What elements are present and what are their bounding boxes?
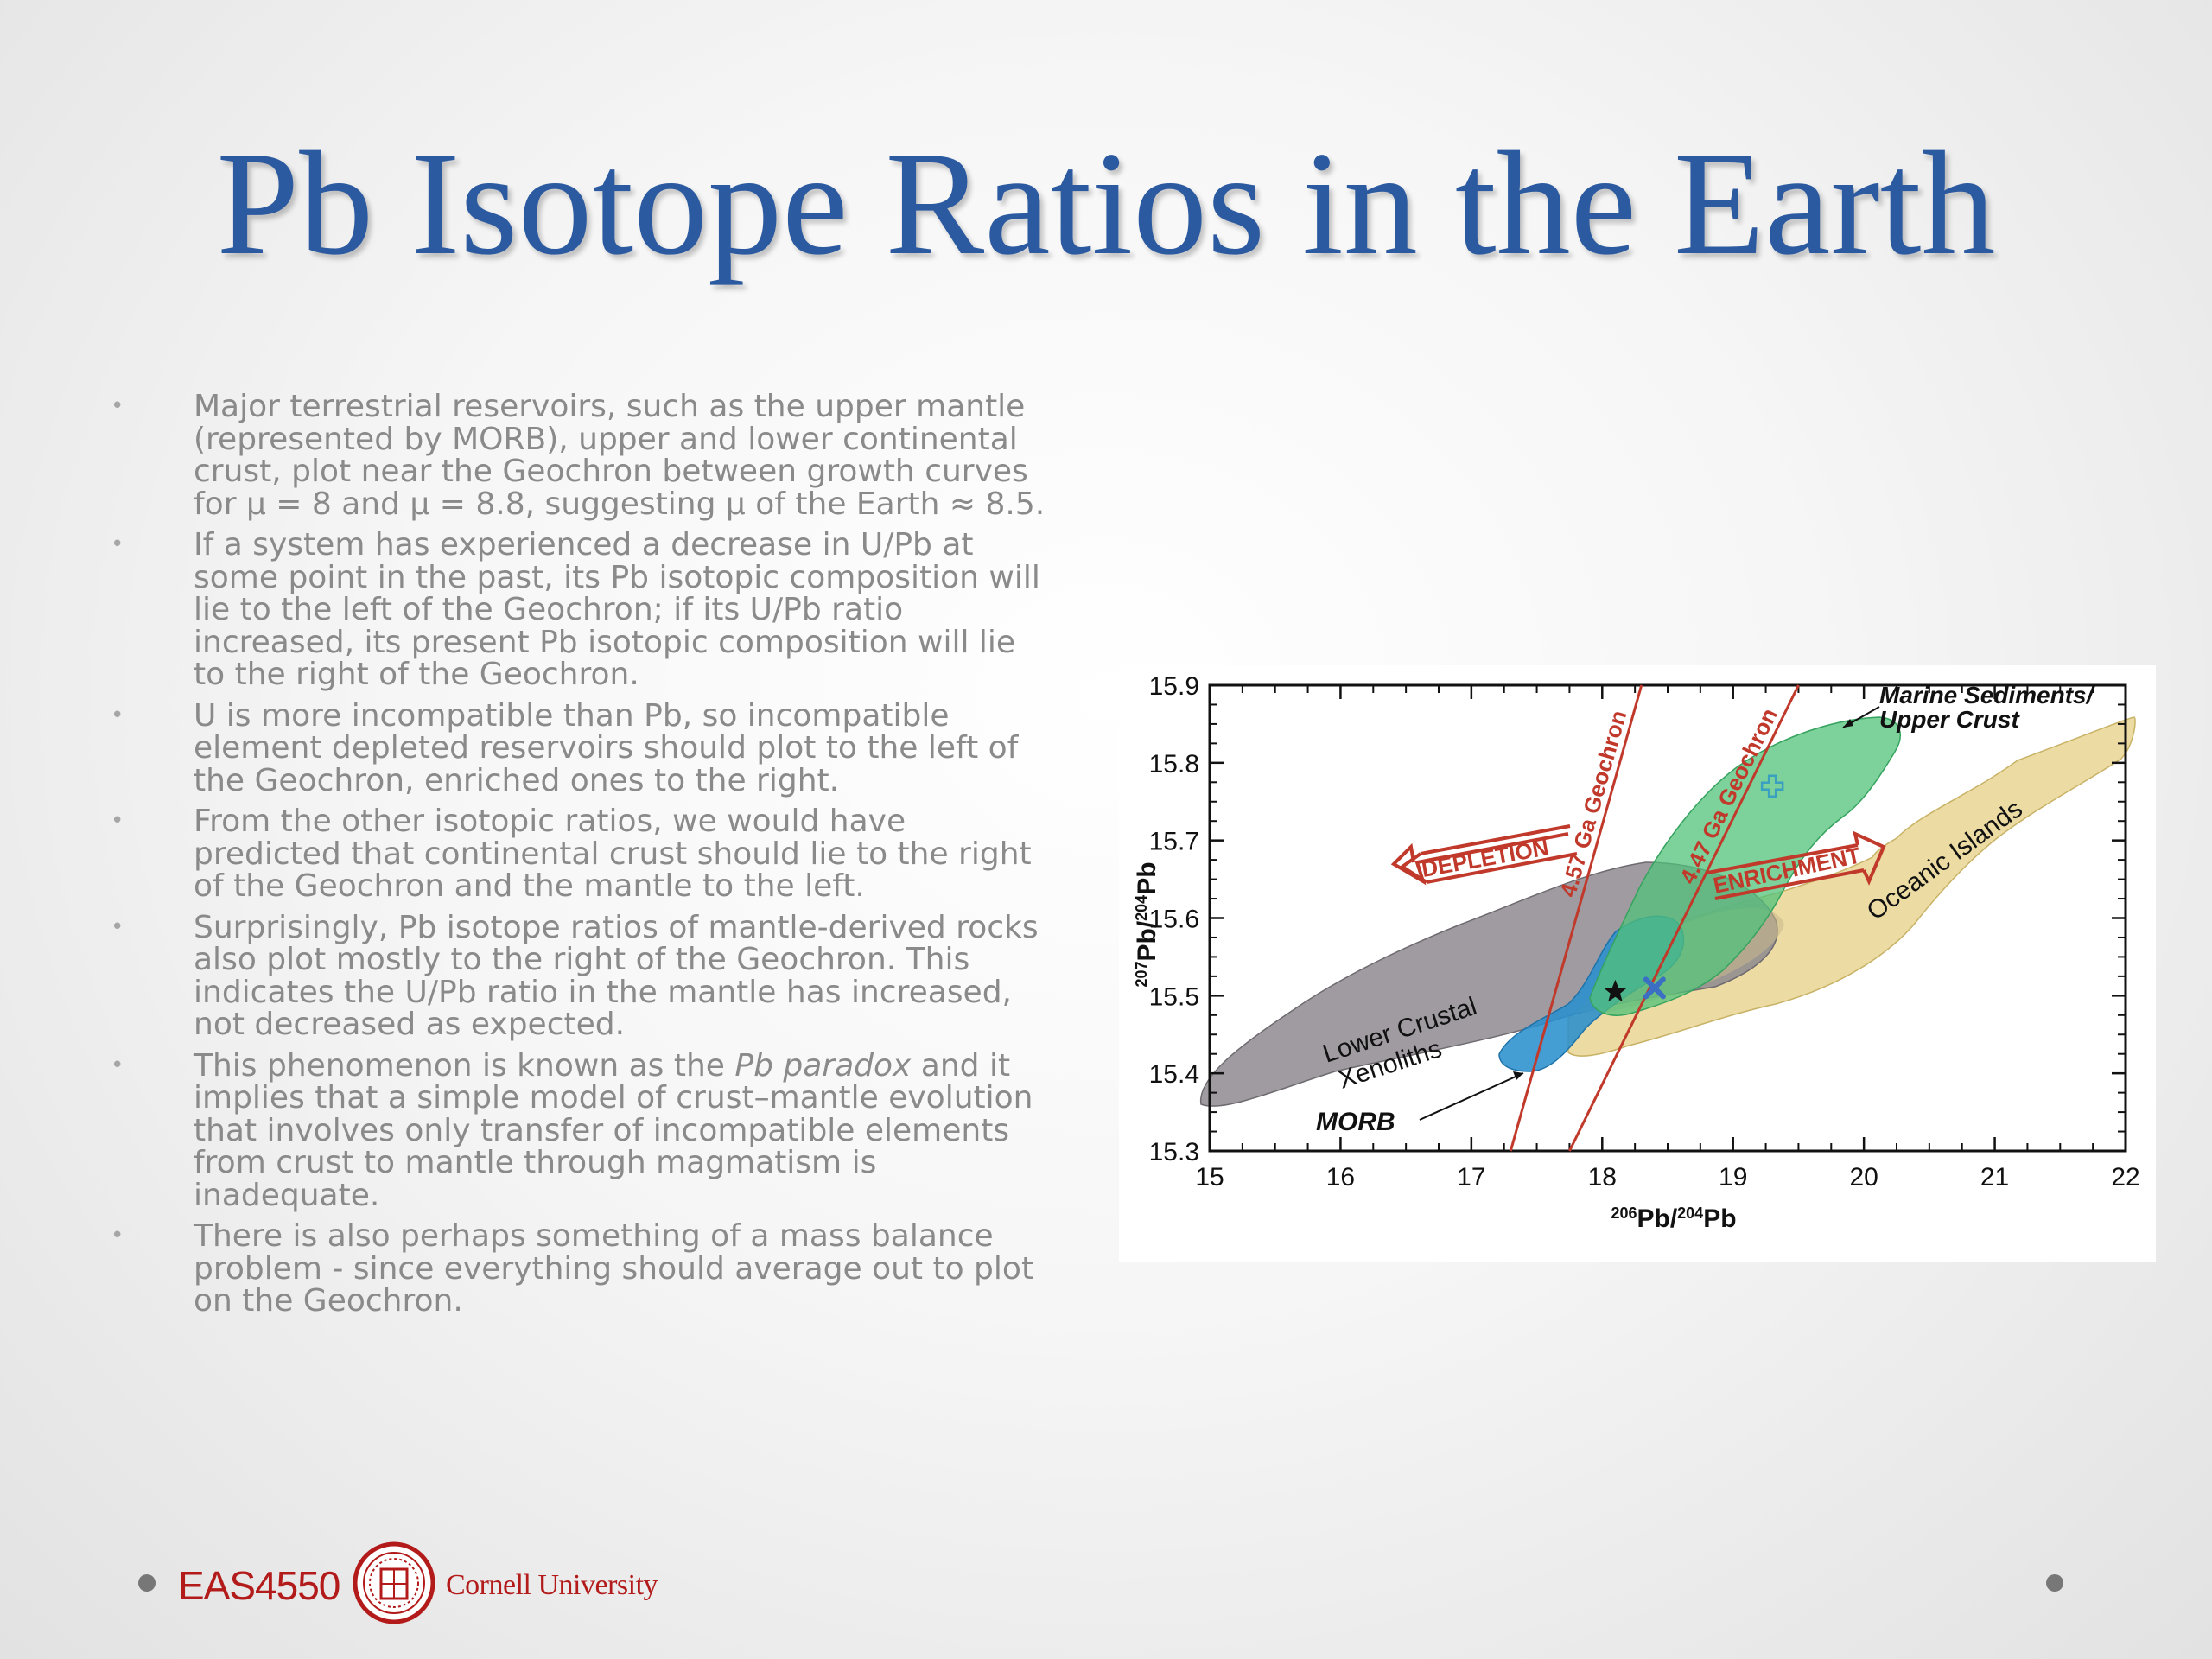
x-tick-label: 22 [2111,1163,2139,1192]
x-tick-label: 20 [1849,1163,1878,1192]
geochron-line [1509,684,1643,1152]
plus-marker [1760,774,1784,798]
depletion-arrow [1390,832,1569,886]
footer-left-dot [138,1574,156,1592]
bullet-marker: • [111,393,124,419]
label-upper-crust: Upper Crust [1879,706,2020,733]
depletion-arrow-head [1399,824,1578,884]
x-tick-label: 21 [1980,1163,2009,1192]
bullet-item: • This phenomenon is known as the Pb para… [104,1047,1054,1213]
chart-tick-labels: 15 16 17 18 19 20 21 22 15.3 15.4 15.5 15.6 15.7 15.8… [1149,672,2140,1192]
morb-leader [1419,1072,1524,1121]
x-tick-label: 18 [1588,1163,1617,1192]
bullet-text: Major terrestrial reservoirs, such as th… [194,389,1046,522]
label-marine-sediments: Marine Sediments/ [1879,682,2096,709]
y-tick-label: 15.4 [1149,1060,1199,1089]
bullet-text: U is more incompatible than Pb, so incom… [194,697,1019,798]
footer-right-dot [2046,1574,2063,1592]
bullet-item: • Major terrestrial reservoirs, such as t… [104,391,1054,520]
bullet-text: There is also perhaps something of a mas… [194,1218,1034,1319]
bullet-item: • Surprisingly, Pb isotope ratios of mant… [104,909,1054,1042]
chart-axis-labels: 206Pb/204Pb 207Pb/204Pb [1133,861,1737,1233]
bullet-text: If a system has experienced a decrease i… [194,527,1040,692]
bullet-text: and it implies that a simple model of cr… [194,1047,1033,1213]
y-tick-label: 15.8 [1149,750,1199,779]
bullet-list: • Major terrestrial reservoirs, such as t… [104,391,1054,1326]
bullet-text: From the other isotopic ratios, we would… [194,804,1032,904]
y-tick-label: 15.5 [1149,982,1199,1011]
bullet-item: • From the other isotopic ratios, we woul… [104,805,1054,903]
university-name: Cornell University [446,1569,658,1601]
chart-markers [1604,774,1784,1002]
course-code: EAS4550 [178,1563,340,1608]
y-tick-label: 15.7 [1149,828,1199,856]
label-morb: MORB [1316,1108,1395,1136]
geochron-line [1568,684,1800,1152]
y-tick-label: 15.6 [1149,906,1199,934]
bullet-item: • There is also perhaps something of a ma… [104,1220,1054,1318]
star-marker [1604,979,1627,1002]
bullet-marker: • [111,913,124,940]
bullet-marker: • [111,808,124,834]
marine-leader-arrow [1843,719,1853,728]
bullet-item: • If a system has experienced a decrease … [104,529,1054,691]
bullet-marker: • [111,1223,124,1249]
pb-isotope-chart: 4.57 Ga Geochron 4.47 Ga Geochron DEPLETI… [1119,665,2156,1262]
bullet-marker: • [111,1052,124,1078]
chart-axes [1208,683,2127,1153]
y-tick-label: 15.3 [1149,1138,1199,1166]
bullet-marker: • [111,531,124,557]
chart-svg: 4.57 Ga Geochron 4.47 Ga Geochron DEPLETI… [1119,665,2156,1262]
x-tick-label: 19 [1719,1163,1747,1192]
cornell-seal-icon [353,1541,435,1624]
bullet-marker: • [111,702,124,728]
bullet-text: This phenomenon is known as the [194,1047,735,1084]
y-axis-label: 207Pb/204Pb [1133,861,1161,987]
x-tick-label: 16 [1326,1163,1355,1192]
morb-leader-arrow [1513,1071,1523,1080]
bullet-text: Surprisingly, Pb isotope ratios of mantl… [194,909,1039,1042]
x-axis-label: 206Pb/204Pb [1611,1205,1736,1233]
y-tick-label: 15.9 [1149,672,1199,701]
x-tick-label: 15 [1195,1163,1224,1192]
slide-title: Pb Isotope Ratios in the Earth [216,122,1996,286]
cross-marker [1643,976,1666,1000]
bullet-emphasis: Pb paradox [734,1047,912,1084]
x-tick-label: 17 [1457,1163,1485,1192]
enrichment-arrow [1707,830,1886,900]
bullet-item: • U is more incompatible than Pb, so inco… [104,697,1054,798]
